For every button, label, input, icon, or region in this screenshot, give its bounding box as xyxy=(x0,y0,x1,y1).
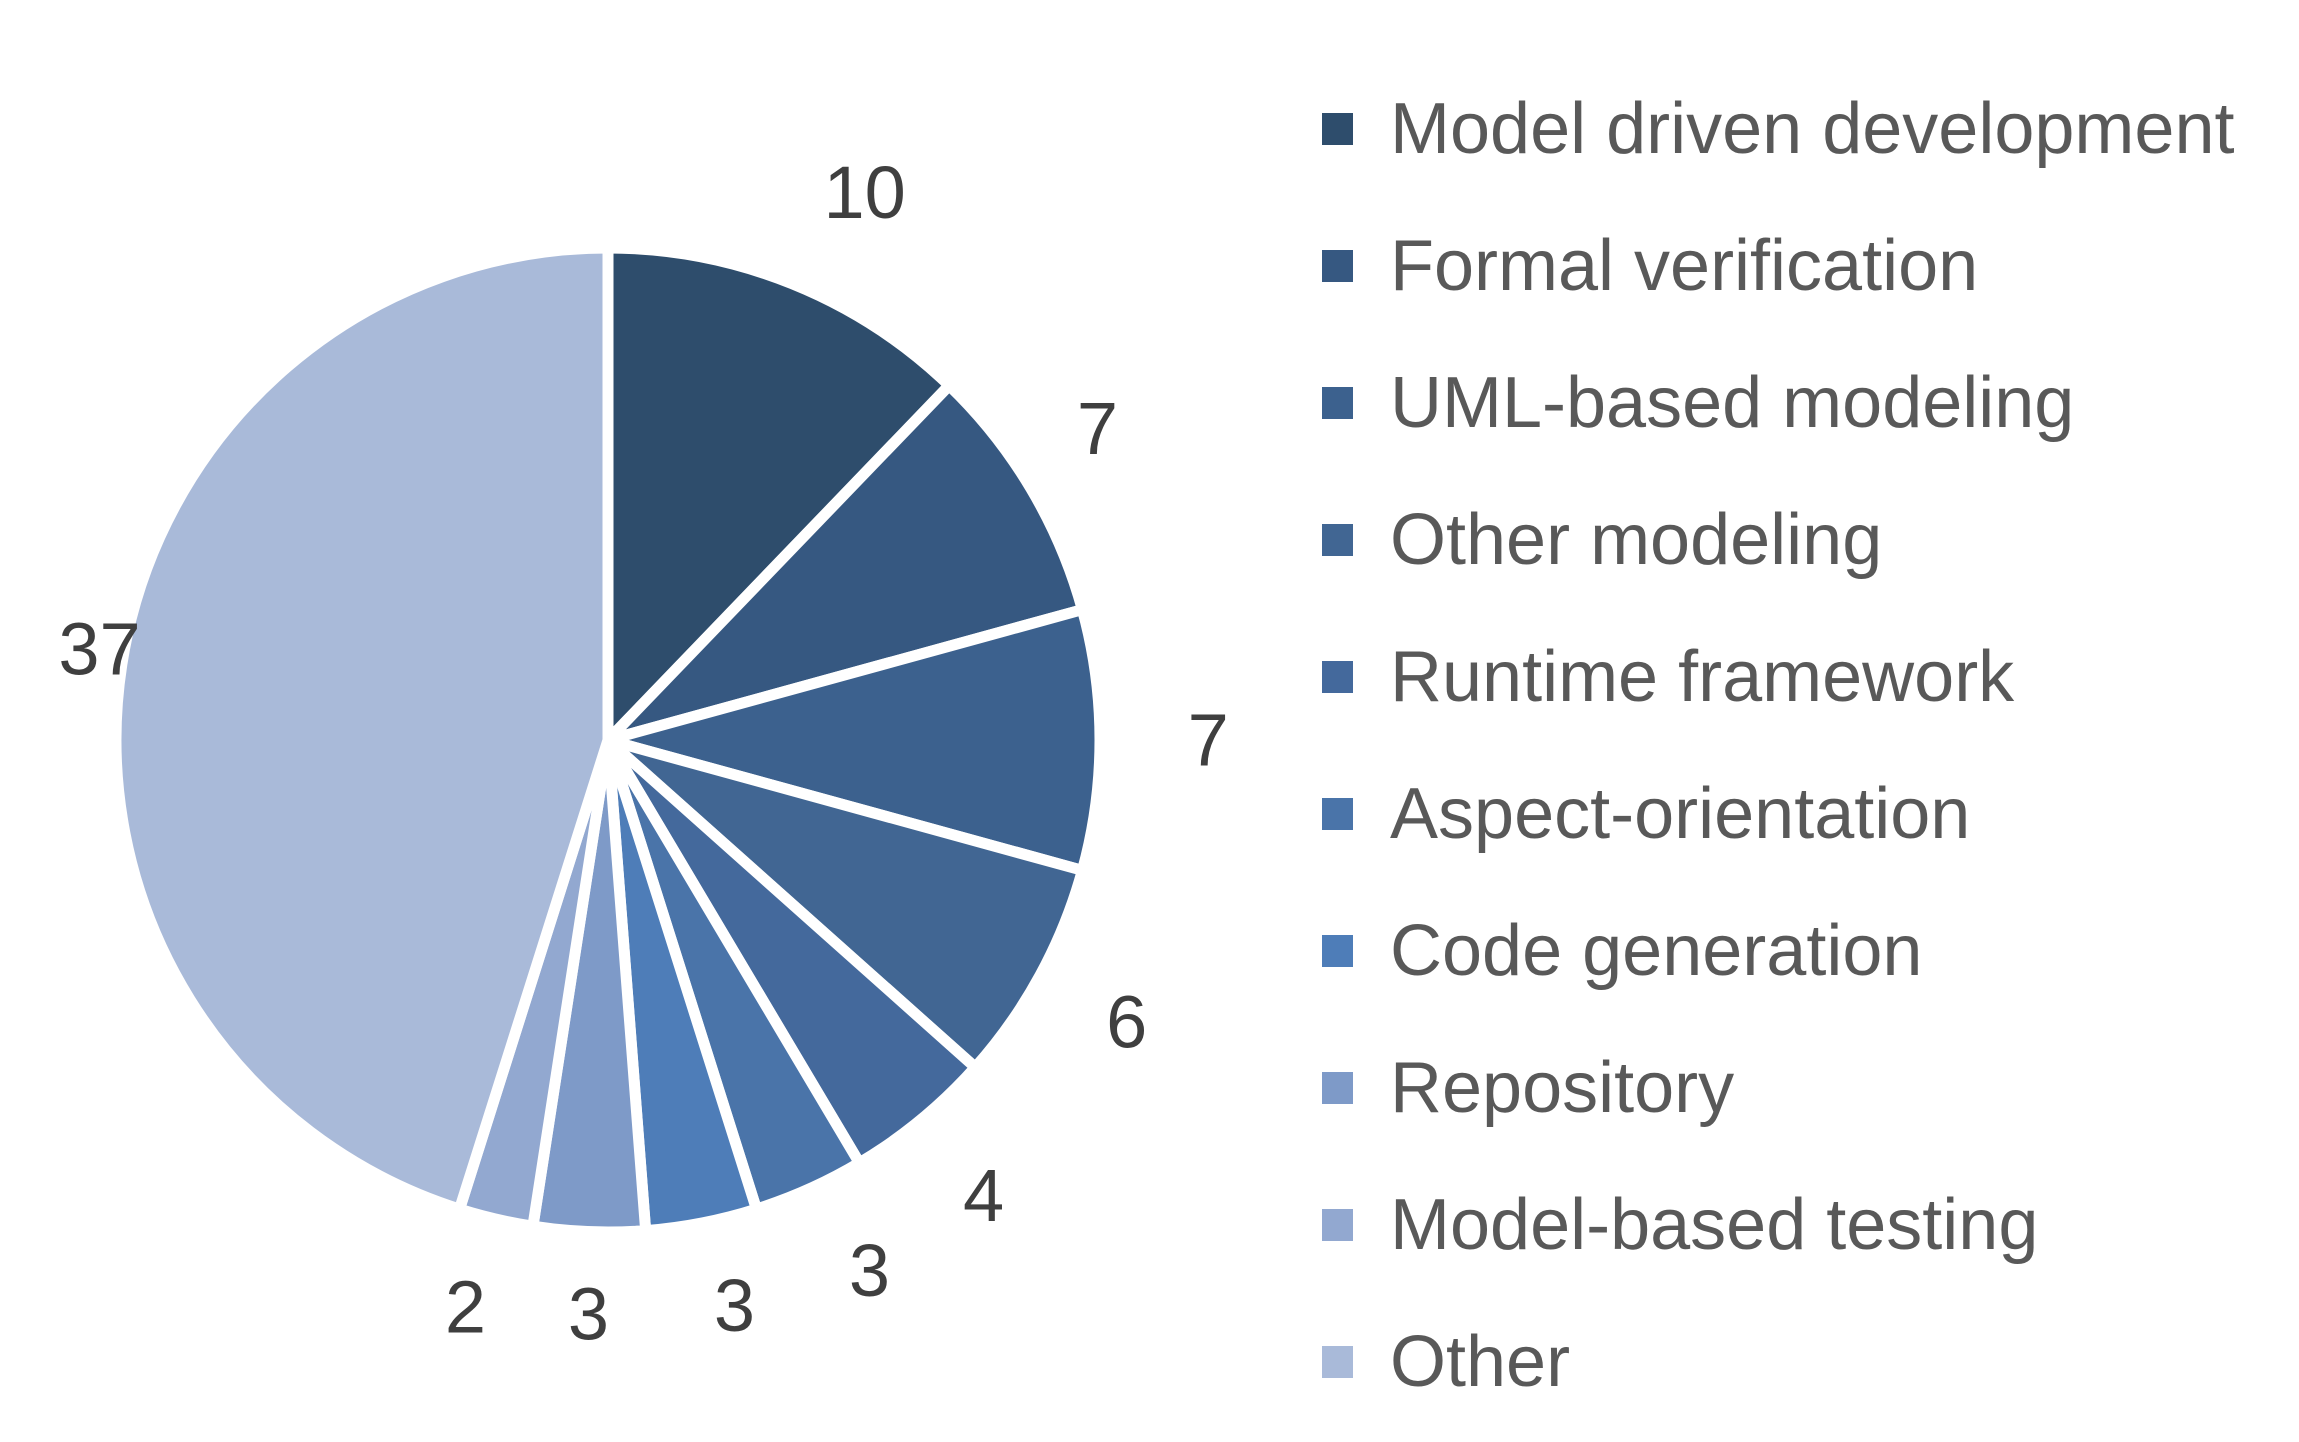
legend-swatch-code-generation xyxy=(1322,935,1353,967)
legend-label-other-modeling: Other modeling xyxy=(1390,500,1883,580)
legend-item-code-generation: Code generation xyxy=(1322,915,1922,987)
pie-slice-formal-verification xyxy=(602,380,1088,746)
data-label-uml-based-modeling: 7 xyxy=(1188,699,1229,782)
legend-swatch-uml-based-modeling xyxy=(1322,387,1353,419)
data-label-formal-verification: 7 xyxy=(1077,387,1118,470)
legend-label-other: Other xyxy=(1390,1322,1571,1402)
legend-swatch-formal-verification xyxy=(1322,250,1353,282)
pie-slices-group xyxy=(110,242,1106,1238)
legend-label-model-based-testing: Model-based testing xyxy=(1390,1185,2039,1265)
data-label-repository: 3 xyxy=(568,1273,609,1356)
legend-label-uml-based-modeling: UML-based modeling xyxy=(1390,363,2075,443)
legend-label-aspect-orientation: Aspect-orientation xyxy=(1390,774,1971,854)
legend-item-formal-verification: Formal verification xyxy=(1322,230,1978,302)
data-label-aspect-orientation: 3 xyxy=(849,1229,890,1312)
legend: Model driven development Formal verificat… xyxy=(1322,0,2299,1442)
legend-swatch-repository xyxy=(1322,1072,1353,1104)
data-label-runtime-framework: 4 xyxy=(963,1154,1004,1237)
legend-item-uml-based-modeling: UML-based modeling xyxy=(1322,367,2074,439)
legend-swatch-other xyxy=(1322,1346,1353,1378)
legend-swatch-aspect-orientation xyxy=(1322,798,1353,830)
legend-swatch-model-driven-development xyxy=(1322,113,1353,145)
data-label-other-modeling: 6 xyxy=(1106,981,1147,1064)
legend-item-aspect-orientation: Aspect-orientation xyxy=(1322,778,1970,850)
pie-slice-uml-based-modeling xyxy=(602,604,1106,876)
legend-item-repository: Repository xyxy=(1322,1052,1734,1124)
legend-label-code-generation: Code generation xyxy=(1390,911,1923,991)
legend-item-other: Other xyxy=(1322,1326,1570,1398)
legend-swatch-runtime-framework xyxy=(1322,661,1353,693)
legend-item-model-driven-development: Model driven development xyxy=(1322,93,2235,165)
legend-label-runtime-framework: Runtime framework xyxy=(1390,637,2015,717)
legend-item-other-modeling: Other modeling xyxy=(1322,504,1882,576)
legend-label-formal-verification: Formal verification xyxy=(1390,226,1979,306)
legend-label-model-driven-development: Model driven development xyxy=(1390,89,2235,169)
pie-slice-model-driven-development xyxy=(602,242,955,746)
data-label-model-based-testing: 2 xyxy=(445,1265,486,1348)
legend-item-runtime-framework: Runtime framework xyxy=(1322,641,2014,713)
pie-slice-other xyxy=(110,242,614,1215)
pie-slice-other-modeling xyxy=(602,734,1088,1073)
legend-swatch-model-based-testing xyxy=(1322,1209,1353,1241)
data-label-code-generation: 3 xyxy=(714,1264,755,1347)
legend-swatch-other-modeling xyxy=(1322,524,1353,556)
data-label-model-driven-development: 10 xyxy=(824,151,906,234)
legend-label-repository: Repository xyxy=(1390,1048,1735,1128)
data-label-other: 37 xyxy=(58,608,140,691)
legend-item-model-based-testing: Model-based testing xyxy=(1322,1189,2038,1261)
